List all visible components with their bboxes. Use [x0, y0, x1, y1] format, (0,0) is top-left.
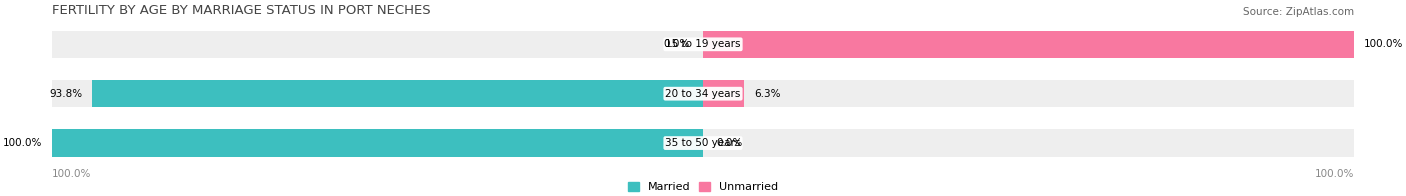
Text: 35 to 50 years: 35 to 50 years	[665, 138, 741, 148]
Bar	[703, 31, 1354, 58]
Bar	[52, 130, 703, 157]
Text: 0.0%: 0.0%	[716, 138, 742, 148]
Text: 6.3%: 6.3%	[754, 89, 780, 99]
Bar	[52, 80, 703, 107]
Text: 100.0%: 100.0%	[3, 138, 42, 148]
Bar	[52, 31, 703, 58]
Bar	[703, 80, 744, 107]
Bar	[93, 80, 703, 107]
Bar	[52, 130, 703, 157]
Bar	[703, 130, 1354, 157]
Text: 100.0%: 100.0%	[52, 169, 91, 179]
Bar	[703, 31, 1354, 58]
Text: 100.0%: 100.0%	[1315, 169, 1354, 179]
Text: 0.0%: 0.0%	[664, 39, 690, 49]
Text: 20 to 34 years: 20 to 34 years	[665, 89, 741, 99]
Legend: Married, Unmarried: Married, Unmarried	[627, 182, 779, 192]
Bar	[703, 80, 1354, 107]
Text: Source: ZipAtlas.com: Source: ZipAtlas.com	[1243, 7, 1354, 17]
Text: 100.0%: 100.0%	[1364, 39, 1403, 49]
Text: 15 to 19 years: 15 to 19 years	[665, 39, 741, 49]
Text: FERTILITY BY AGE BY MARRIAGE STATUS IN PORT NECHES: FERTILITY BY AGE BY MARRIAGE STATUS IN P…	[52, 4, 430, 17]
Text: 93.8%: 93.8%	[49, 89, 83, 99]
